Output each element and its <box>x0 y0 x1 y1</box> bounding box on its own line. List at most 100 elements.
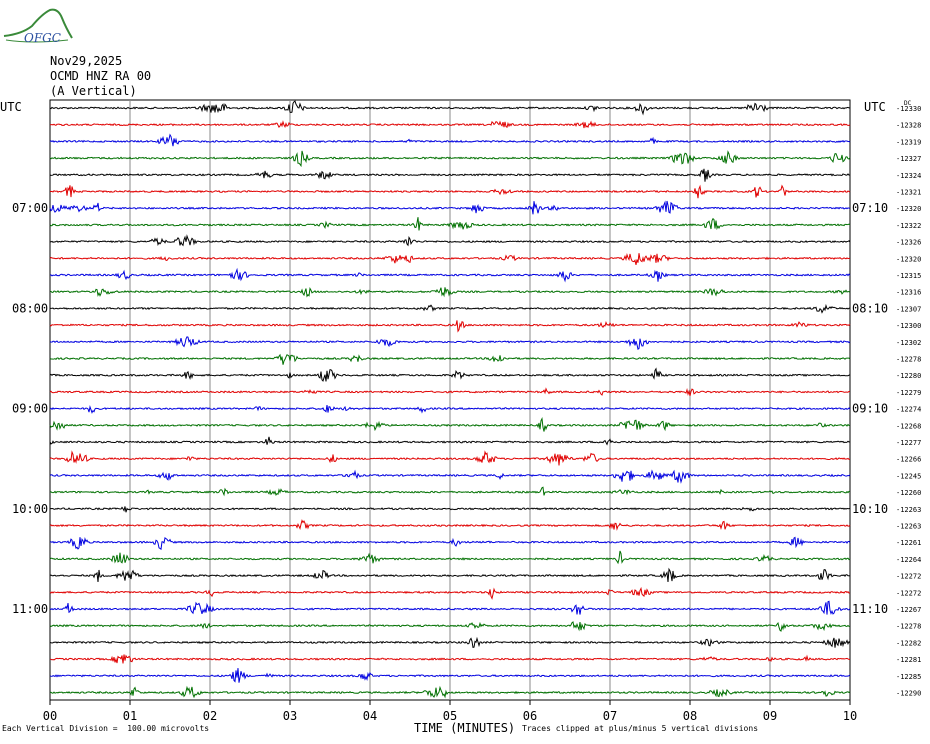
trace-line <box>49 234 851 247</box>
trace-offset-label: -12260 <box>896 489 921 497</box>
trace-line <box>49 252 851 266</box>
trace-line <box>49 567 851 583</box>
right-time-label: 09:10 <box>852 402 888 416</box>
trace-line <box>49 120 851 129</box>
trace-offset-label: -12245 <box>896 472 921 480</box>
trace-line <box>49 367 851 382</box>
trace-offset-label: -12281 <box>896 656 921 664</box>
trace-offset-label: -12300 <box>896 322 921 330</box>
trace-line <box>49 287 851 298</box>
trace-offset-label: -12285 <box>896 673 921 681</box>
trace-offset-label: -12319 <box>896 138 921 146</box>
svg-text:OFGC: OFGC <box>24 31 61 45</box>
trace-offset-label: -12272 <box>896 589 921 597</box>
trace-line <box>50 303 851 314</box>
trace-line <box>49 353 851 365</box>
trace-offset-label: -12278 <box>896 356 921 364</box>
trace-line <box>49 586 851 600</box>
x-tick-label: 10 <box>843 709 857 723</box>
trace-offset-label: -12282 <box>896 639 921 647</box>
trace-line <box>49 506 850 513</box>
trace-line <box>49 417 851 432</box>
trace-offset-label: -12264 <box>896 556 921 564</box>
header-station: OCMD HNZ RA 00 <box>50 69 152 83</box>
trace-line <box>49 217 851 231</box>
trace-line <box>49 436 851 446</box>
trace-line <box>49 450 850 466</box>
trace-line <box>49 469 851 484</box>
trace-offset-label: -12307 <box>896 305 921 313</box>
trace-line <box>49 387 851 397</box>
trace-line <box>49 100 851 116</box>
trace-offset-label: -12324 <box>896 172 921 180</box>
trace-line <box>49 550 851 565</box>
trace-line <box>49 267 851 283</box>
trace-offset-label: -12278 <box>896 623 921 631</box>
trace-offset-label: -12302 <box>896 339 921 347</box>
trace-offset-label: -12266 <box>896 456 921 464</box>
trace-offset-label: -12320 <box>896 255 921 263</box>
trace-line <box>49 320 851 333</box>
trace-offset-label: -12263 <box>896 523 921 531</box>
x-tick-label: 07 <box>603 709 617 723</box>
trace-line <box>49 168 851 182</box>
trace-offset-label: -12321 <box>896 189 921 197</box>
trace-offset-label: -12272 <box>896 573 921 581</box>
trace-offset-label: -12327 <box>896 155 921 163</box>
left-time-label: 09:00 <box>12 402 48 416</box>
trace-line <box>49 636 851 648</box>
x-tick-label: 01 <box>123 709 137 723</box>
x-tick-label: 04 <box>363 709 377 723</box>
trace-offset-label: -12320 <box>896 205 921 213</box>
x-tick-label: 05 <box>443 709 457 723</box>
trace-offset-label: -12328 <box>896 122 921 130</box>
left-time-label: 07:00 <box>12 201 48 215</box>
x-tick-label: 06 <box>523 709 537 723</box>
left-utc-label: UTC <box>0 100 22 114</box>
header-component: (A Vertical) <box>50 84 137 98</box>
right-time-label: 10:10 <box>852 502 888 516</box>
trace-offset-label: -12290 <box>896 690 921 698</box>
trace-offset-label: -12316 <box>896 289 921 297</box>
right-time-label: 11:10 <box>852 602 888 616</box>
x-tick-label: 03 <box>283 709 297 723</box>
ofgc-logo: OFGC <box>3 8 73 45</box>
trace-offset-label: -12263 <box>896 506 921 514</box>
trace-line <box>49 621 851 632</box>
trace-line <box>49 200 851 215</box>
trace-offset-label: -12267 <box>896 606 921 614</box>
left-time-label: 08:00 <box>12 301 48 315</box>
trace-offset-label: -12326 <box>896 239 921 247</box>
trace-line <box>49 536 851 551</box>
trace-offset-label: -12315 <box>896 272 921 280</box>
trace-offset-label: -12322 <box>896 222 921 230</box>
trace-offset-label: -12261 <box>896 539 921 547</box>
trace-line <box>49 654 851 664</box>
x-axis-label: TIME (MINUTES) <box>414 721 516 735</box>
trace-line <box>49 133 851 147</box>
trace-line <box>49 668 851 683</box>
left-time-label: 10:00 <box>12 502 48 516</box>
trace-line <box>49 336 851 351</box>
header-date: Nov29,2025 <box>50 54 123 68</box>
x-tick-label: 00 <box>43 709 57 723</box>
trace-line <box>49 405 851 414</box>
scale-note: Each Vertical Division = 100.00 microvol… <box>2 724 210 733</box>
dc-label: DC <box>904 100 912 107</box>
trace-line <box>49 685 851 699</box>
left-time-label: 11:00 <box>12 602 48 616</box>
trace-line <box>49 600 851 615</box>
trace-offset-label: -12268 <box>896 422 921 430</box>
right-utc-label: UTC <box>864 100 886 114</box>
x-tick-label: 09 <box>763 709 777 723</box>
clip-note: Traces clipped at plus/minus 5 vertical … <box>522 724 759 733</box>
trace-line <box>49 486 850 497</box>
trace-line <box>49 519 851 531</box>
right-time-label: 08:10 <box>852 301 888 315</box>
right-time-label: 07:10 <box>852 201 888 215</box>
trace-offset-label: -12280 <box>896 372 921 380</box>
x-tick-label: 08 <box>683 709 697 723</box>
trace-offset-label: -12274 <box>896 406 921 414</box>
trace-line <box>49 150 851 168</box>
